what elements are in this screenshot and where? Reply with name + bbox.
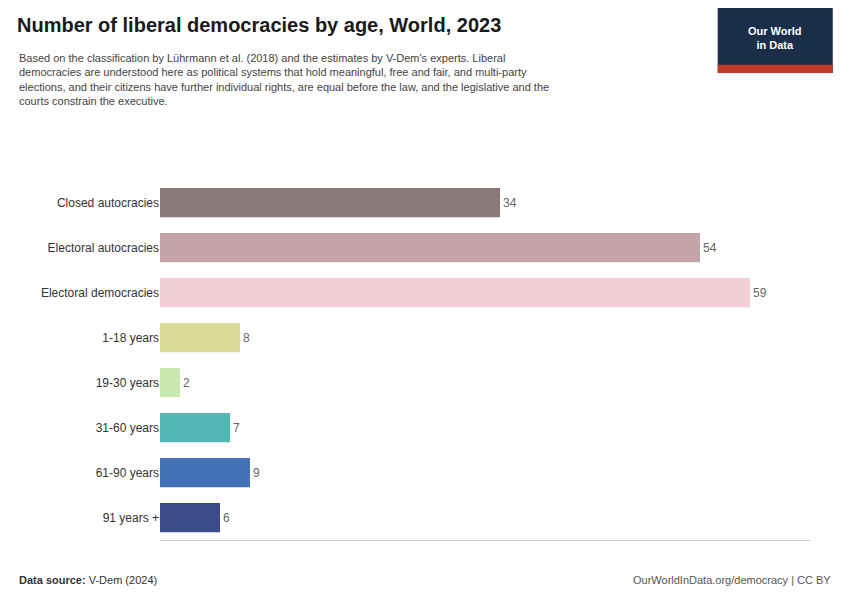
svg-text:Data source: V-Dem (2024): Data source: V-Dem (2024) xyxy=(19,574,157,586)
svg-text:Electoral democracies: Electoral democracies xyxy=(41,286,159,300)
svg-text:19-30 years: 19-30 years xyxy=(96,376,159,390)
svg-text:Electoral autocracies: Electoral autocracies xyxy=(48,241,159,255)
svg-text:1-18 years: 1-18 years xyxy=(102,331,159,345)
svg-text:Our Worldin Data: Our Worldin Data xyxy=(748,25,802,51)
svg-text:Based on the classification by: Based on the classification by Lührmann … xyxy=(19,52,549,107)
svg-text:2: 2 xyxy=(183,376,190,390)
svg-text:34: 34 xyxy=(503,196,517,210)
svg-text:8: 8 xyxy=(243,331,250,345)
svg-text:Number of liberal democracies: Number of liberal democracies by age, Wo… xyxy=(17,14,501,36)
svg-text:OurWorldInData.org/democracy |: OurWorldInData.org/democracy | CC BY xyxy=(633,574,831,586)
svg-text:Closed autocracies: Closed autocracies xyxy=(57,196,159,210)
svg-text:7: 7 xyxy=(233,421,240,435)
svg-text:31-60 years: 31-60 years xyxy=(96,421,159,435)
svg-text:91 years +: 91 years + xyxy=(103,511,159,525)
svg-text:9: 9 xyxy=(253,466,260,480)
svg-text:61-90 years: 61-90 years xyxy=(96,466,159,480)
svg-text:54: 54 xyxy=(703,241,717,255)
svg-text:59: 59 xyxy=(753,286,767,300)
svg-text:6: 6 xyxy=(223,511,230,525)
